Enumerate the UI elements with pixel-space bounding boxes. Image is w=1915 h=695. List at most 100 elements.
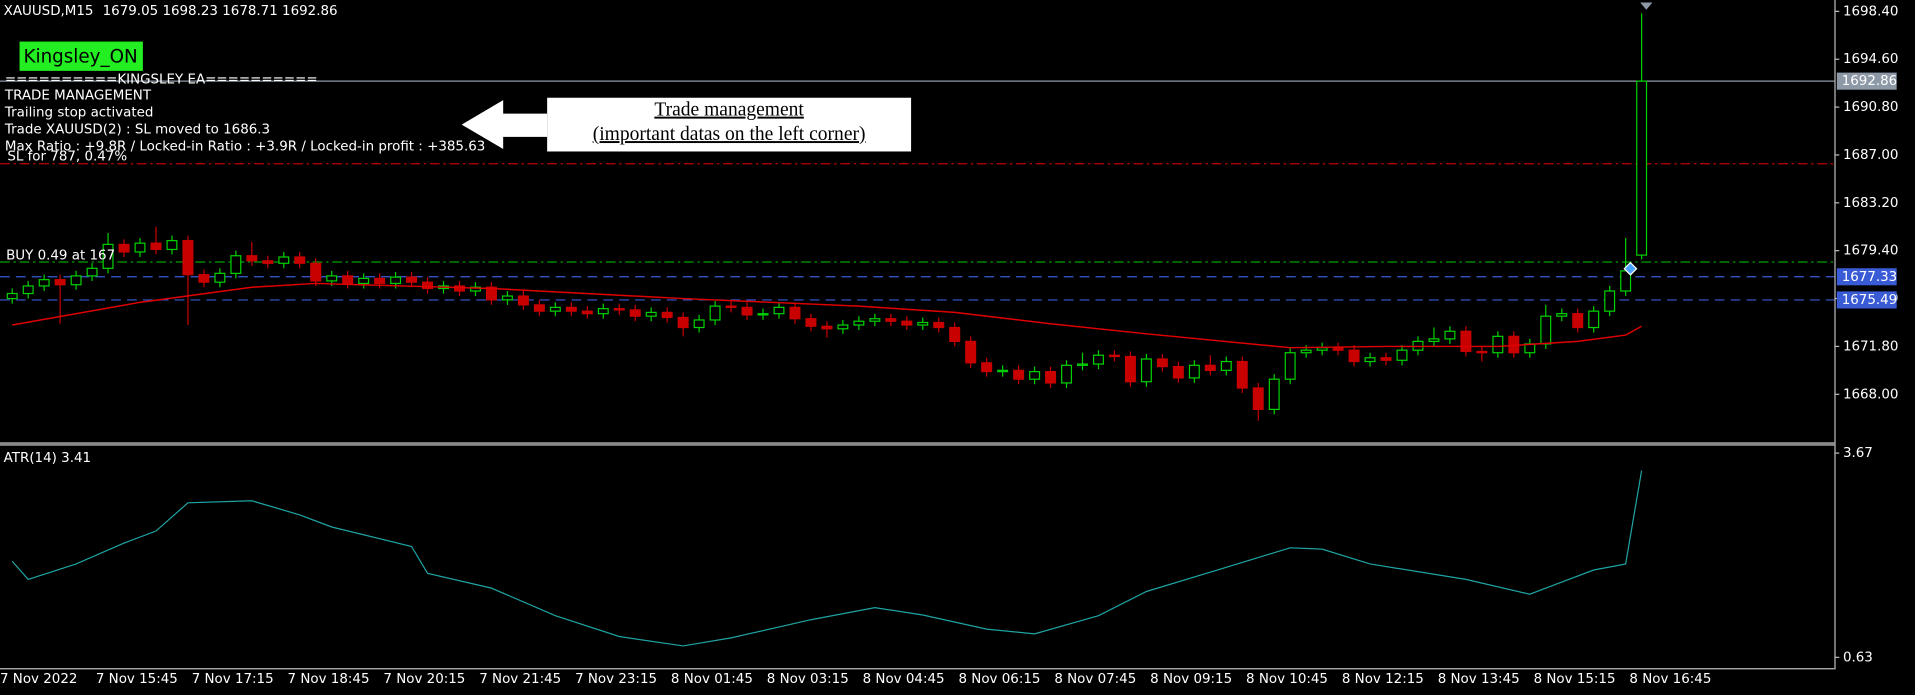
marks: 1698.40 1694.60 1690.80 1687.00 1683.20 1679.… [0, 4, 1898, 687]
candle-body [22, 285, 34, 295]
candle-body [741, 306, 753, 316]
candle-body [1268, 378, 1280, 411]
candle-body [629, 309, 641, 317]
x-tick-label: 8 Nov 12:15 [1342, 672, 1424, 687]
y-tick-label: 1687.00 [1843, 148, 1899, 163]
candle-body [965, 340, 977, 364]
candle-body [1252, 387, 1264, 411]
price-tag [1836, 291, 1897, 309]
ea-button-label[interactable]: Kingsley_ON [23, 46, 137, 67]
candle-body [246, 255, 258, 262]
candle-body [278, 256, 290, 264]
candle-body [1284, 352, 1296, 380]
candle-body [182, 240, 194, 276]
y-tick-label: 1679.40 [1843, 244, 1899, 259]
candle-body [38, 279, 50, 287]
candle-body [821, 325, 833, 330]
candle-body [725, 305, 737, 308]
candle-body [1316, 347, 1328, 351]
candle-body [166, 240, 178, 251]
header-open: 1679.05 [103, 4, 159, 19]
candle-body [789, 306, 801, 320]
price-tag [1836, 268, 1897, 286]
candle-body [1077, 363, 1089, 366]
candle-body [869, 318, 881, 322]
price-tag-label: 1692.86 [1842, 74, 1898, 89]
candle-body [1300, 349, 1312, 354]
callout-title: Trade management [654, 100, 804, 121]
candle-body [310, 262, 322, 282]
candle-body [1492, 335, 1504, 354]
candle-body [981, 362, 993, 373]
candle-body [917, 321, 929, 326]
callout-arrow [461, 100, 548, 150]
candle-body [390, 276, 402, 285]
x-tick-label: 8 Nov 16:45 [1629, 672, 1711, 687]
x-tick-label: 7 Nov 17:15 [192, 672, 274, 687]
candle-body [1045, 371, 1057, 384]
price-tag-label: 1675.49 [1842, 293, 1898, 308]
x-tick-label: 8 Nov 09:15 [1150, 672, 1232, 687]
ea-button[interactable] [19, 41, 143, 71]
candle-body [454, 285, 465, 292]
candle-body [406, 276, 418, 283]
candle-body [933, 321, 945, 329]
x-tick-label: 7 Nov 20:15 [383, 672, 465, 687]
candle-body [1156, 358, 1168, 368]
price-tag [1836, 72, 1897, 90]
moving-average [12, 282, 1642, 349]
candle-body [6, 292, 18, 300]
indicator-line [11, 470, 1643, 647]
candle-body [709, 305, 721, 321]
candle-body [469, 286, 481, 292]
candle-body [1172, 365, 1184, 379]
candle-body [1332, 347, 1344, 351]
callout-box [547, 97, 912, 152]
x-tick-label: 8 Nov 07:45 [1054, 672, 1136, 687]
candle-body [326, 275, 338, 282]
candle-body [805, 318, 817, 327]
x-tick-label: 7 Nov 2022 [0, 672, 77, 687]
candle-body [358, 277, 370, 285]
candle-body [485, 286, 497, 301]
x-tick-label: 8 Nov 13:45 [1438, 672, 1520, 687]
sl-label: SL for 787, 0.47% [7, 149, 127, 164]
candle-body [1572, 313, 1584, 329]
y-tick-label: 1683.20 [1843, 196, 1899, 211]
candle-body [501, 295, 513, 301]
y-tick-label: 0.63 [1843, 650, 1873, 665]
candle-body [533, 304, 545, 312]
candle-body [1364, 357, 1376, 363]
panel-line: Trailing stop activated [4, 105, 154, 120]
y-tick-label: 3.67 [1843, 446, 1873, 461]
candle-body [1476, 350, 1488, 354]
candle-body [693, 319, 705, 329]
candle-body [1428, 338, 1440, 342]
ea-header: ==========KINGSLEY EA========== [5, 72, 318, 87]
price-marker [1640, 2, 1653, 10]
y-tick-label: 1698.40 [1843, 4, 1899, 19]
candle-body [1188, 364, 1200, 379]
chart-header: XAUUSD,M15 1679.05 1698.23 1678.71 1692.… [4, 4, 338, 19]
x-tick-label: 8 Nov 03:15 [767, 672, 849, 687]
candle-body [1604, 290, 1616, 312]
candle-body [597, 308, 609, 315]
y-tick-label: 1690.80 [1843, 100, 1899, 115]
candle-body [230, 255, 242, 274]
candle-body [54, 279, 66, 286]
x-tick-label: 7 Nov 15:45 [96, 672, 178, 687]
header-low: 1678.71 [222, 4, 278, 19]
candle-body [997, 369, 1009, 373]
candle-body [150, 242, 162, 251]
indicator-name: ATR(14) [4, 451, 57, 466]
candle-body [262, 260, 274, 264]
candle-body [1013, 369, 1025, 380]
candle-body [1108, 354, 1120, 358]
candle-body [1380, 357, 1392, 361]
panel-line: TRADE MANAGEMENT [4, 88, 152, 103]
x-tick-label: 8 Nov 06:15 [958, 672, 1040, 687]
candle-body [517, 295, 529, 306]
